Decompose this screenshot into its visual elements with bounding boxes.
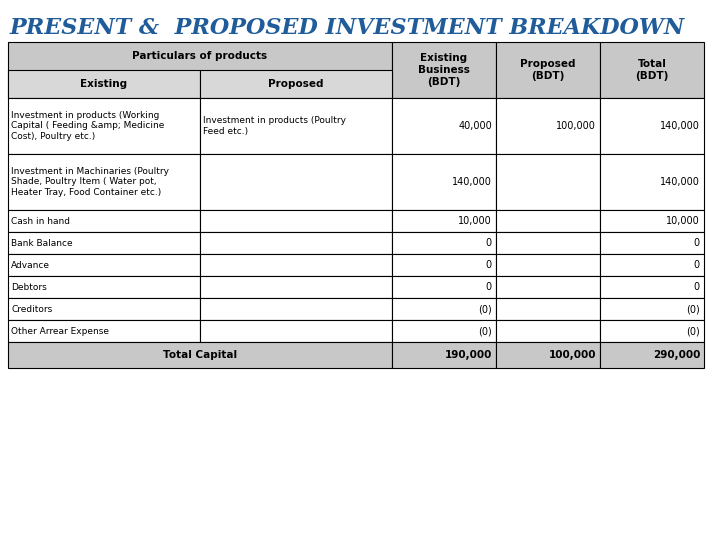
Text: 0: 0 — [694, 260, 700, 270]
Text: 40,000: 40,000 — [458, 121, 492, 131]
Bar — [392, 320, 496, 342]
Bar — [392, 298, 496, 320]
Text: 0: 0 — [486, 260, 492, 270]
Bar — [600, 210, 704, 232]
Bar — [496, 320, 600, 342]
Bar — [8, 232, 200, 254]
Bar — [200, 254, 392, 276]
Bar — [392, 276, 496, 298]
Text: 0: 0 — [486, 282, 492, 292]
Text: 10,000: 10,000 — [666, 216, 700, 226]
Bar — [600, 232, 704, 254]
Text: 140,000: 140,000 — [452, 177, 492, 187]
Text: Cash in hand: Cash in hand — [11, 217, 70, 226]
Bar — [200, 210, 392, 232]
Text: Bank Balance: Bank Balance — [11, 239, 73, 247]
Text: 140,000: 140,000 — [660, 177, 700, 187]
Text: 100,000: 100,000 — [556, 121, 596, 131]
Bar — [8, 210, 200, 232]
Bar — [600, 342, 704, 368]
Bar — [200, 232, 392, 254]
Bar — [8, 42, 392, 98]
Bar — [200, 298, 392, 320]
Bar — [8, 98, 200, 154]
Bar — [496, 254, 600, 276]
Text: Proposed
(BDT): Proposed (BDT) — [521, 59, 576, 81]
Bar — [392, 154, 496, 210]
Text: 0: 0 — [486, 238, 492, 248]
Bar — [496, 210, 600, 232]
Bar — [600, 320, 704, 342]
Bar — [392, 210, 496, 232]
Bar — [496, 42, 600, 98]
Text: 140,000: 140,000 — [660, 121, 700, 131]
Text: Existing
Business
(BDT): Existing Business (BDT) — [418, 53, 470, 86]
Bar — [8, 320, 200, 342]
Text: (0): (0) — [478, 326, 492, 336]
Text: Particulars of products: Particulars of products — [132, 51, 268, 61]
Bar — [496, 98, 600, 154]
Bar — [8, 70, 200, 98]
Text: (0): (0) — [686, 304, 700, 314]
Text: Proposed: Proposed — [269, 79, 324, 89]
Text: (0): (0) — [686, 326, 700, 336]
Bar — [600, 42, 704, 98]
Text: Investment in Machinaries (Poultry
Shade, Poultry Item ( Water pot,
Heater Tray,: Investment in Machinaries (Poultry Shade… — [11, 167, 169, 197]
Bar — [200, 98, 392, 154]
Bar — [200, 320, 392, 342]
Bar — [496, 154, 600, 210]
Bar — [200, 70, 392, 98]
Text: 0: 0 — [694, 282, 700, 292]
Bar — [496, 298, 600, 320]
Bar — [8, 154, 200, 210]
Bar — [200, 276, 392, 298]
Bar — [600, 276, 704, 298]
Bar — [8, 276, 200, 298]
Bar — [600, 98, 704, 154]
Bar — [200, 154, 392, 210]
Bar — [392, 98, 496, 154]
Text: 10,000: 10,000 — [458, 216, 492, 226]
Bar — [600, 254, 704, 276]
Text: Total Capital: Total Capital — [163, 350, 237, 360]
Text: Existing: Existing — [81, 79, 127, 89]
Text: PRESENT &  PROPOSED INVESTMENT BREAKDOWN: PRESENT & PROPOSED INVESTMENT BREAKDOWN — [10, 17, 685, 39]
Text: 190,000: 190,000 — [445, 350, 492, 360]
Text: 290,000: 290,000 — [652, 350, 700, 360]
Text: Investment in products (Poultry
Feed etc.): Investment in products (Poultry Feed etc… — [203, 116, 346, 136]
Text: Investment in products (Working
Capital ( Feeding &amp; Medicine
Cost), Poultry : Investment in products (Working Capital … — [11, 111, 164, 141]
Text: Debtors: Debtors — [11, 282, 47, 292]
Bar — [392, 232, 496, 254]
Text: Other Arrear Expense: Other Arrear Expense — [11, 327, 109, 335]
Bar — [392, 342, 496, 368]
Text: 0: 0 — [694, 238, 700, 248]
Text: 100,000: 100,000 — [549, 350, 596, 360]
Text: (0): (0) — [478, 304, 492, 314]
Bar — [8, 342, 392, 368]
Bar — [392, 254, 496, 276]
Bar — [600, 298, 704, 320]
Bar — [392, 42, 496, 98]
Text: Creditors: Creditors — [11, 305, 53, 314]
Text: Total
(BDT): Total (BDT) — [635, 59, 669, 81]
Bar — [496, 276, 600, 298]
Bar — [8, 298, 200, 320]
Bar — [600, 154, 704, 210]
Bar — [8, 254, 200, 276]
Bar — [496, 232, 600, 254]
Text: Advance: Advance — [11, 260, 50, 269]
Bar — [496, 342, 600, 368]
